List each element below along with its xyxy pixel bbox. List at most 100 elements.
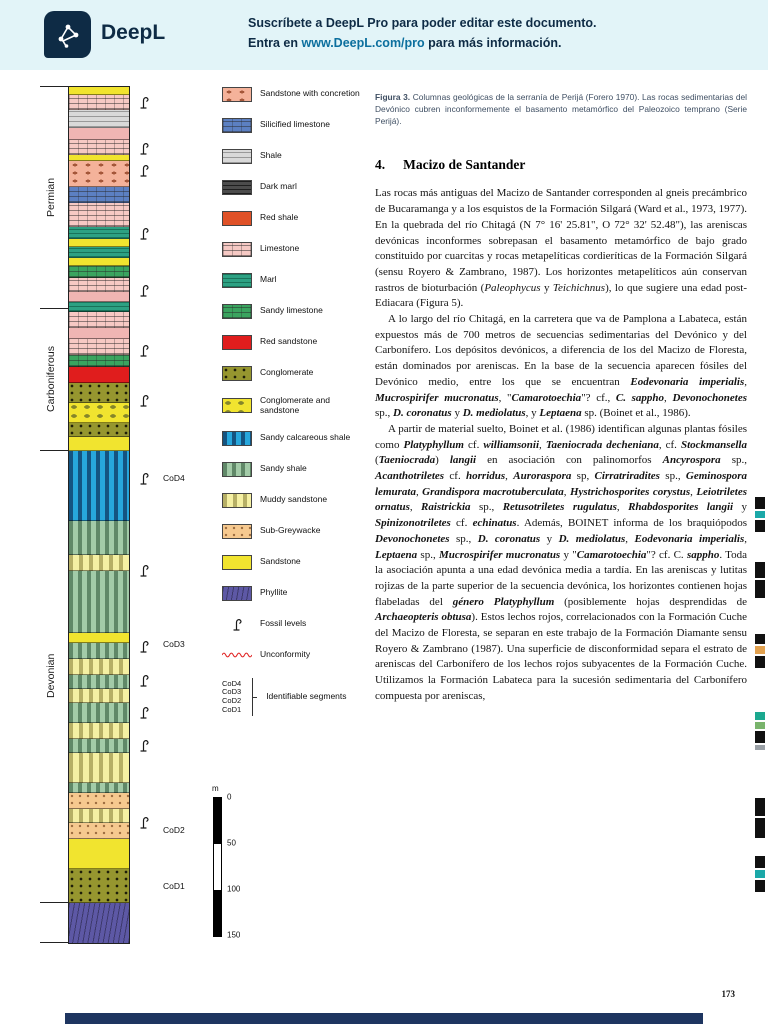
cod-sublabel-stack: CoD4 CoD3 CoD2 CoD1: [222, 679, 242, 714]
strat-segment-sandy_shale: [69, 521, 129, 555]
deepl-pro-link[interactable]: www.DeepL.com/pro: [301, 36, 425, 50]
strat-segment-concretion: [69, 161, 129, 187]
strat-segment-limestone: [69, 203, 129, 227]
strat-segment-sandstone: [69, 839, 129, 869]
legend-label: Identifiable segments: [266, 691, 347, 702]
edge-annotation-bar: [755, 580, 765, 598]
legend-item: Red shale: [222, 210, 374, 226]
strat-segment-sandstone: [69, 239, 129, 247]
legend-item: Unconformity: [222, 647, 374, 663]
legend-swatch-red_shale: [222, 210, 252, 226]
cod-sublabel: CoD2: [222, 696, 242, 705]
unconformity-icon: [222, 652, 252, 658]
strat-segment-conglomerate: [69, 423, 129, 437]
legend-swatch-dark_marl: [222, 179, 252, 195]
strat-segment-red_sandstone: [69, 367, 129, 383]
paragraph: A lo largo del río Chitagá, en la carret…: [375, 313, 748, 420]
legend-item: Marl: [222, 272, 374, 288]
banner-message: Suscríbete a DeepL Pro para poder editar…: [248, 13, 596, 53]
scale-tick-label: 100: [227, 884, 241, 894]
edge-annotation-bar: [755, 634, 765, 644]
edge-annotation-bar: [755, 656, 765, 668]
legend-label: Shale: [260, 150, 282, 161]
edge-annotation-marks: [755, 712, 765, 750]
fossil-level-marker: [139, 640, 151, 653]
banner-line1: Suscríbete a DeepL Pro para poder editar…: [248, 16, 597, 30]
legend-label: Unconformity: [260, 649, 311, 660]
legend-item: Conglomerate: [222, 365, 374, 381]
strat-segment-sandstone: [69, 155, 129, 161]
strat-segment-silicified: [69, 187, 129, 203]
fossil-icon: [140, 473, 149, 485]
strat-segment-limestone: [69, 278, 129, 292]
legend-label: Muddy sandstone: [260, 494, 328, 505]
strat-segment-shale: [69, 110, 129, 128]
era-boundary-tick: [40, 450, 68, 451]
bottom-page-strip: [65, 1013, 703, 1024]
fossil-level-marker: [139, 706, 151, 719]
cod-sublabel: CoD3: [222, 687, 242, 697]
fossil-icon: [140, 565, 149, 577]
edge-annotation-marks: [755, 562, 765, 598]
legend-item: Sandstone with concretion: [222, 86, 374, 102]
legend-label: Marl: [260, 274, 277, 285]
strat-segment-phyllite: [69, 903, 129, 943]
legend-label: Sub-Greywacke: [260, 525, 321, 536]
scale-strip-segment: [214, 798, 221, 844]
fossil-icon: [140, 675, 149, 687]
scale-unit-label: m: [212, 784, 219, 793]
fossil-icon: [140, 345, 149, 357]
fossil-icon: [140, 97, 149, 109]
fossil-icon: [232, 618, 242, 631]
legend-swatch-muddy: [222, 492, 252, 508]
fossil-level-marker: [139, 142, 151, 155]
fossil-level-marker: [139, 227, 151, 240]
strat-segment-marl: [69, 227, 129, 239]
legend-label: Dark marl: [260, 181, 297, 192]
legend-item: CoD4 CoD3 CoD2 CoD1 Identifiable segments: [222, 678, 374, 716]
edge-annotation-bar: [755, 731, 765, 743]
strat-segment-conglomerate: [69, 383, 129, 403]
legend-swatch-silicified: [222, 117, 252, 133]
strat-segment-sandstone: [69, 87, 129, 95]
legend-label: Sandstone: [260, 556, 301, 567]
legend-label: Phyllite: [260, 587, 288, 598]
strat-segment-muddy: [69, 555, 129, 571]
legend-item: Sandy calcareous shale: [222, 430, 374, 446]
paragraph: Las rocas más antiguas del Macizo de San…: [375, 187, 748, 310]
edge-annotation-bar: [755, 856, 765, 868]
edge-annotation-bar: [755, 745, 765, 750]
fossil-level-marker: [139, 344, 151, 357]
strat-segment-muddy: [69, 753, 129, 783]
legend-item: Phyllite: [222, 585, 374, 601]
deepl-logo[interactable]: [44, 11, 91, 58]
edge-annotation-marks: [755, 634, 765, 668]
fossil-icon: [140, 395, 149, 407]
cod-marker-cod1: CoD1: [163, 881, 185, 891]
edge-annotation-marks: [755, 798, 765, 838]
legend-swatch-red_sandstone: [222, 334, 252, 350]
edge-annotation-bar: [755, 646, 765, 654]
fossil-icon: [140, 740, 149, 752]
legend-label: Sandy calcareous shale: [260, 432, 351, 443]
cod-marker-cod2: CoD2: [163, 825, 185, 835]
legend-swatch-concretion: [222, 86, 252, 102]
legend-swatch-limestone: [222, 241, 252, 257]
fossil-level-marker: [139, 96, 151, 109]
fossil-icon: [140, 817, 149, 829]
scale-strip-segment: [214, 844, 221, 890]
edge-annotation-bar: [755, 798, 765, 816]
era-label-carboniferous: Carboniferous: [45, 346, 57, 412]
edge-annotation-bar: [755, 497, 765, 509]
fossil-icon: [140, 228, 149, 240]
segment-bracket: [249, 678, 258, 716]
legend-swatch-sandy_limestone: [222, 303, 252, 319]
era-boundary-tick: [40, 86, 68, 87]
legend-item: Dark marl: [222, 179, 374, 195]
text-column: Figura 3. Columnas geológicas de la serr…: [375, 92, 747, 705]
strat-segment-limestone: [69, 339, 129, 355]
fossil-icon: [140, 707, 149, 719]
legend-swatch-calc_shale: [222, 430, 252, 446]
legend-label: Sandy shale: [260, 463, 307, 474]
